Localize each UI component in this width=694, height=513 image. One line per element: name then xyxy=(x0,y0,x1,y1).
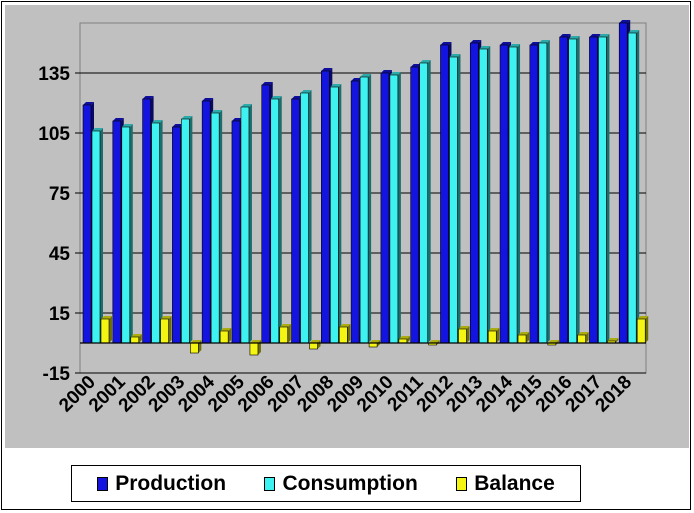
y-tick-label: 15 xyxy=(49,304,71,325)
bar-consumption-2013 xyxy=(478,46,491,344)
bar-balance-2014 xyxy=(517,332,530,344)
legend-swatch-balance xyxy=(456,476,468,491)
bar-consumption-2015 xyxy=(538,40,550,344)
y-tick-label: 45 xyxy=(49,244,71,265)
bar-balance-2016 xyxy=(577,332,589,344)
bar-consumption-2018 xyxy=(627,30,640,344)
bar-consumption-2007 xyxy=(300,90,312,344)
y-tick-label: -15 xyxy=(43,364,71,385)
bar-consumption-2012 xyxy=(449,54,461,344)
y-tick-label: 105 xyxy=(38,124,70,145)
legend-swatch-production xyxy=(97,476,109,491)
y-tick-label: 75 xyxy=(49,184,71,205)
bar-consumption-2000 xyxy=(91,128,103,344)
bar-balance-2005 xyxy=(249,340,261,356)
bar-consumption-2010 xyxy=(389,72,401,344)
bar-consumption-2006 xyxy=(270,96,282,344)
legend: Production Consumption Balance xyxy=(71,465,581,502)
bar-balance-2018 xyxy=(636,316,649,344)
bar-balance-2001 xyxy=(130,334,142,344)
legend-swatch-consumption xyxy=(264,476,276,491)
bar-consumption-2003 xyxy=(181,116,193,344)
bar-balance-2003 xyxy=(190,340,202,354)
legend-item-consumption: Consumption xyxy=(264,471,418,496)
bar-balance-2008 xyxy=(339,324,351,344)
legend-label-production: Production xyxy=(115,471,227,495)
bar-balance-2007 xyxy=(309,340,321,350)
legend-item-balance: Balance xyxy=(456,472,555,496)
bar-balance-2004 xyxy=(219,328,232,344)
bar-consumption-2002 xyxy=(151,120,163,344)
bar-consumption-2011 xyxy=(419,60,431,344)
y-tick-label: 135 xyxy=(38,64,70,85)
bar-consumption-2005 xyxy=(240,104,252,344)
legend-item-production: Production xyxy=(97,472,226,496)
legend-label-consumption: Consumption xyxy=(282,471,418,495)
bar-balance-2000 xyxy=(100,316,112,344)
bar-balance-2012 xyxy=(458,326,470,344)
bar-consumption-2009 xyxy=(359,74,372,344)
bar-consumption-2014 xyxy=(508,44,521,344)
bar-balance-2015 xyxy=(547,340,559,346)
bar-consumption-2001 xyxy=(121,124,133,344)
bar-balance-2002 xyxy=(160,316,172,344)
bar-consumption-2017 xyxy=(598,34,610,344)
bar-consumption-2016 xyxy=(568,36,580,344)
bar-balance-2010 xyxy=(398,336,410,344)
bar-consumption-2008 xyxy=(330,84,342,344)
legend-label-balance: Balance xyxy=(474,471,555,495)
bar-balance-2006 xyxy=(279,324,291,344)
bar-balance-2013 xyxy=(487,328,500,344)
bar-consumption-2004 xyxy=(210,110,223,344)
